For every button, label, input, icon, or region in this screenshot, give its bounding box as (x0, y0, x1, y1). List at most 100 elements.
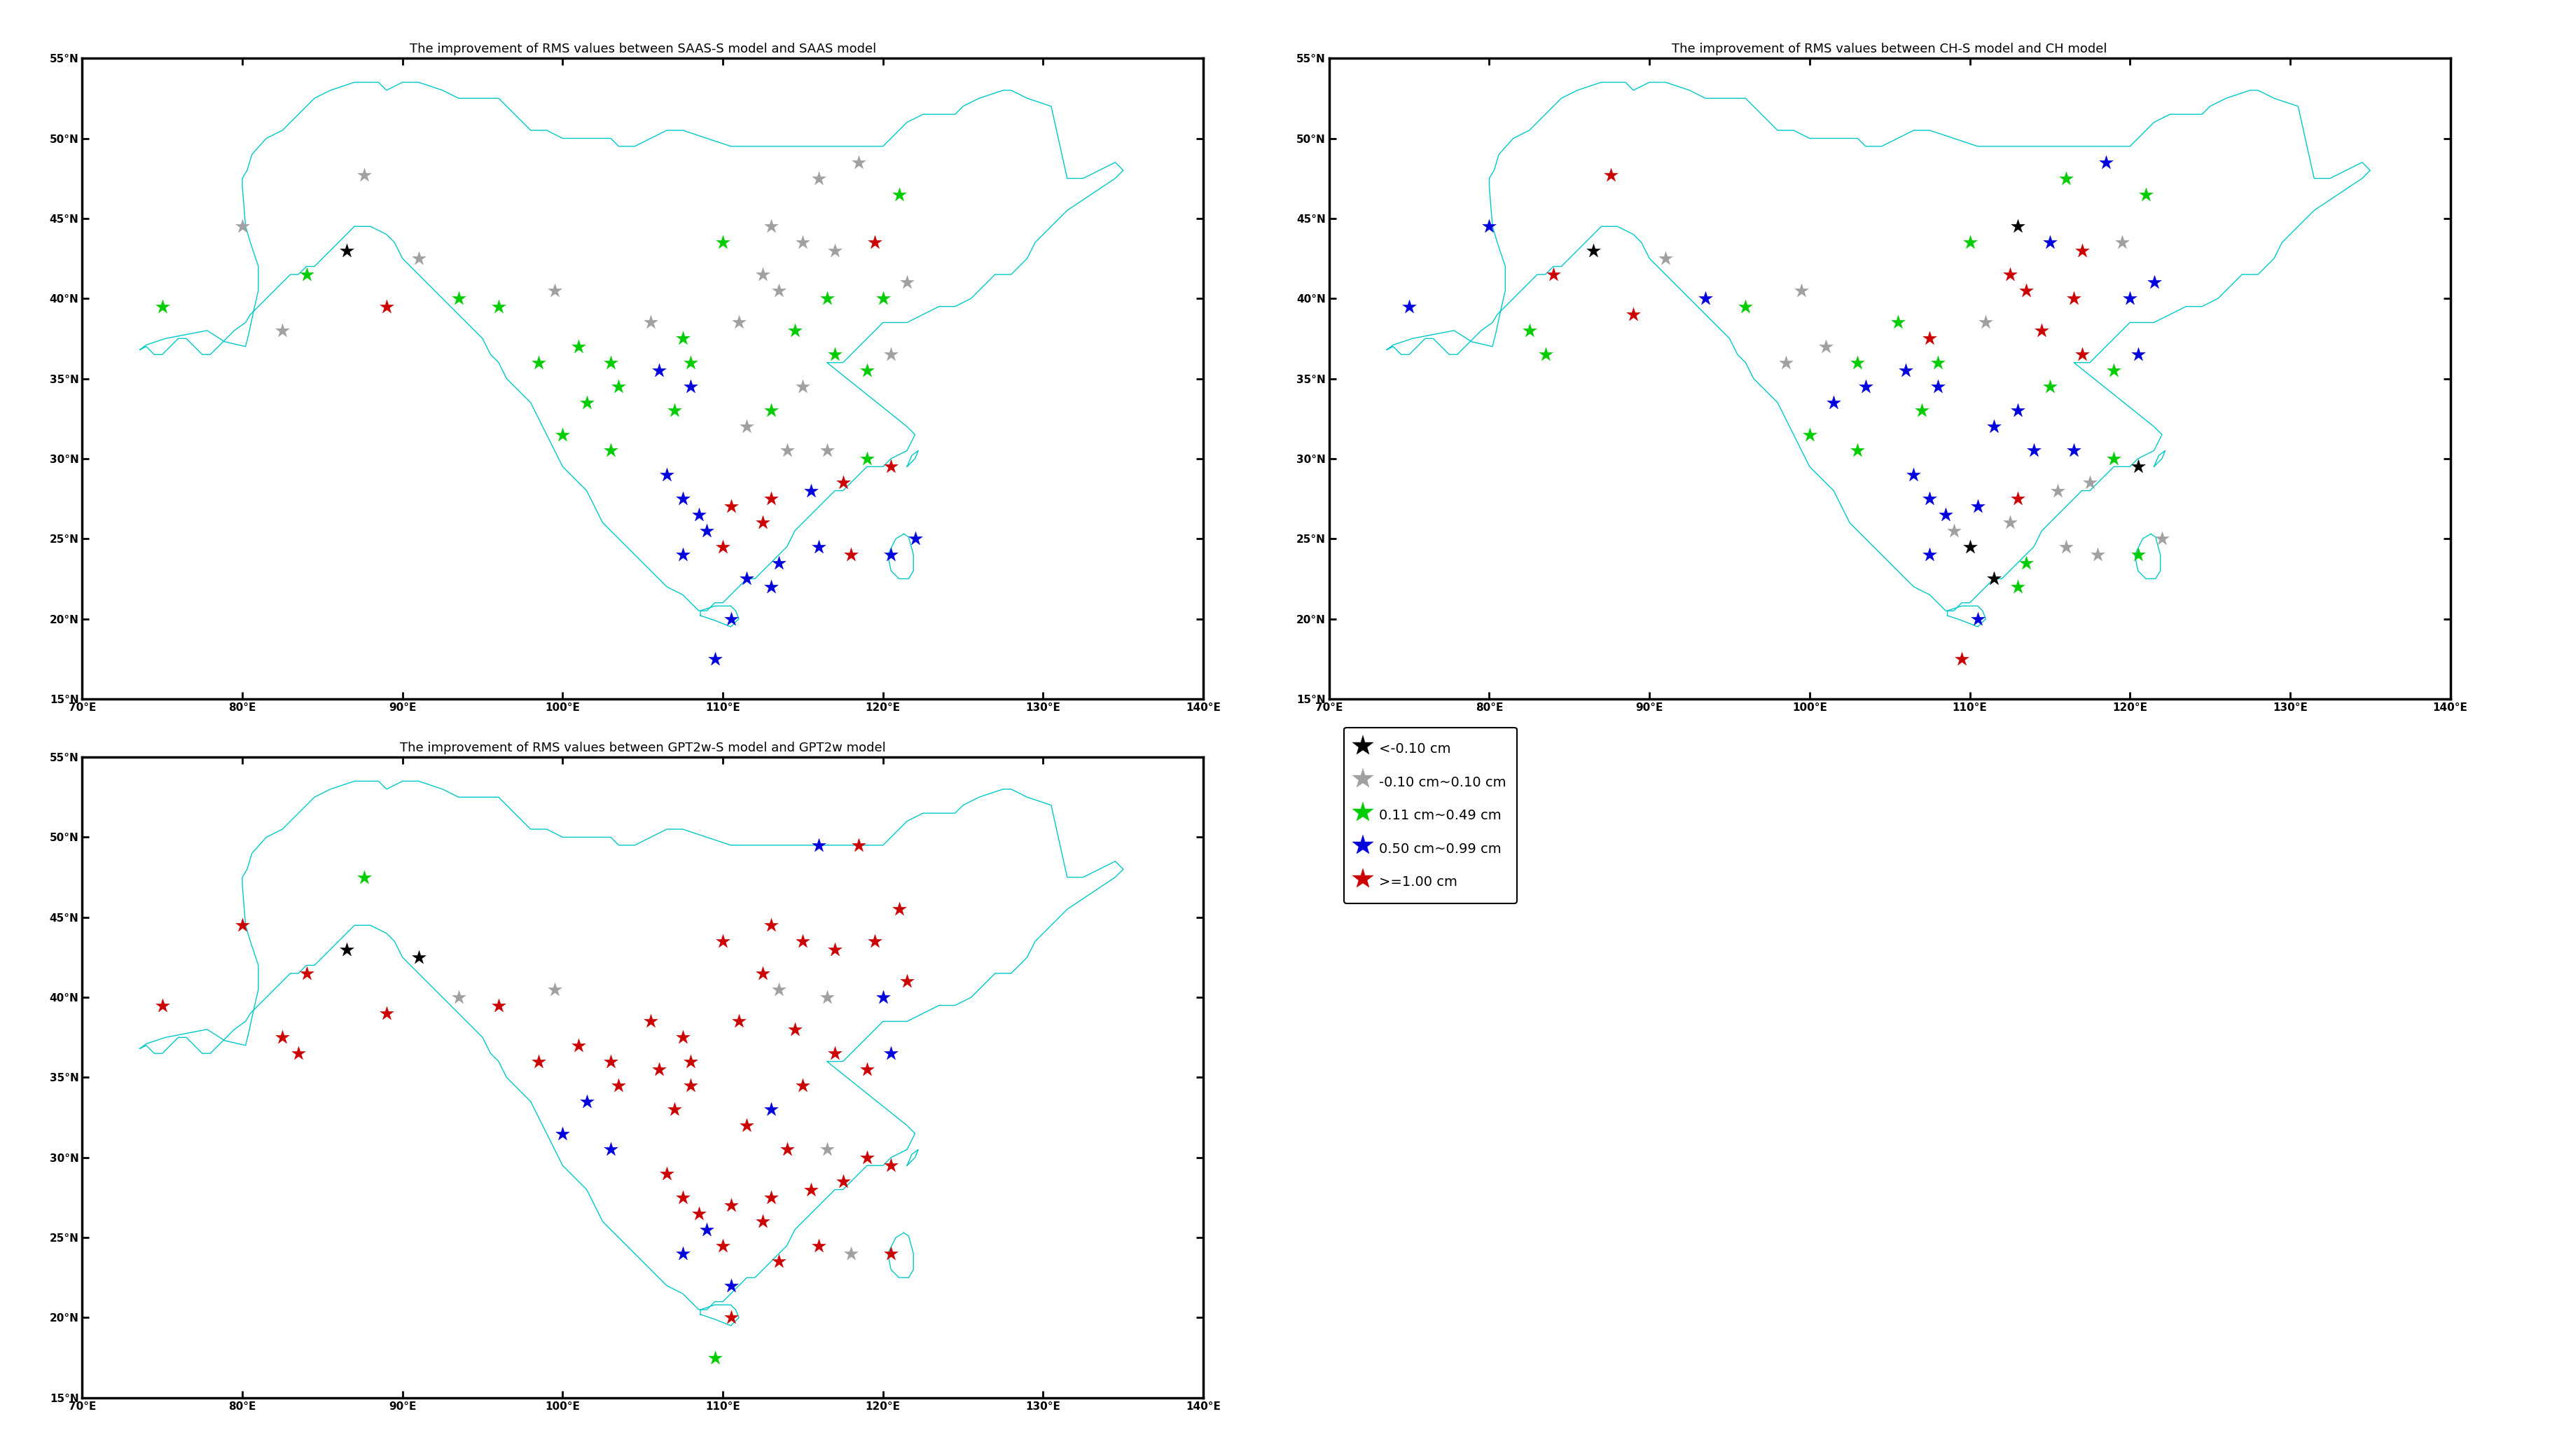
Point (1972, 568, 2013, 591)
Point (2108, 287, 2149, 310)
Point (630, 1010, 671, 1034)
Point (743, 511, 784, 534)
Point (1388, 294, 1429, 319)
Point (663, 1025, 704, 1048)
Point (591, 438, 632, 462)
Point (285, 262, 327, 285)
Point (1998, 215, 2039, 239)
Point (535, 978, 576, 1002)
Point (542, 1121, 584, 1144)
Point (1964, 312, 2005, 335)
Point (838, 833, 879, 856)
Point (663, 543, 704, 566)
Point (1838, 351, 1879, 374)
Point (262, 1025, 303, 1048)
Point (2062, 239, 2103, 262)
Point (766, 1139, 807, 1162)
Point (599, 374, 640, 397)
Point (807, 438, 848, 462)
Point (838, 151, 879, 175)
Point (1468, 215, 1509, 239)
Point (823, 472, 864, 495)
Point (2101, 230, 2142, 253)
Point (566, 1089, 607, 1112)
Point (2077, 543, 2119, 566)
Point (815, 1042, 856, 1066)
Point (1805, 335, 1846, 358)
Point (1766, 351, 1807, 374)
Point (879, 182, 920, 205)
Point (663, 486, 704, 510)
Point (1573, 239, 1615, 262)
Point (751, 399, 792, 422)
Point (1877, 312, 1918, 335)
Point (686, 1217, 728, 1241)
Point (141, 294, 183, 319)
Point (2070, 472, 2111, 495)
Point (645, 463, 686, 486)
Point (1926, 504, 1967, 527)
Point (345, 865, 386, 888)
Point (679, 504, 720, 527)
Point (725, 415, 766, 438)
Point (671, 1050, 712, 1073)
Point (702, 536, 743, 559)
Point (743, 262, 784, 285)
Point (478, 993, 519, 1016)
Point (774, 1018, 815, 1041)
Point (437, 287, 478, 310)
Point (823, 1171, 864, 1194)
Point (1509, 319, 1550, 342)
Point (872, 543, 913, 566)
Point (807, 287, 848, 310)
Point (1990, 511, 2031, 534)
Point (558, 1034, 599, 1057)
Point (221, 914, 262, 938)
Point (846, 447, 887, 470)
Point (1885, 360, 1926, 383)
Point (782, 1075, 823, 1098)
Point (774, 319, 815, 342)
Point (830, 1242, 872, 1265)
Point (566, 390, 607, 414)
Point (2126, 182, 2167, 205)
Point (1990, 262, 2031, 285)
Point (663, 1242, 704, 1265)
Point (789, 1178, 830, 1201)
Point (717, 1010, 758, 1034)
Title: The improvement of RMS values between SAAS-S model and SAAS model: The improvement of RMS values between SA… (409, 42, 877, 55)
Point (815, 938, 856, 961)
Legend: <-0.10 cm, -0.10 cm~0.10 cm, 0.11 cm~0.49 cm, 0.50 cm~0.99 cm, >=1.00 cm: <-0.10 cm, -0.10 cm~0.10 cm, 0.11 cm~0.4… (1345, 728, 1517, 903)
Point (830, 543, 872, 566)
Point (2047, 536, 2088, 559)
Point (327, 239, 368, 262)
Point (663, 328, 704, 351)
Point (285, 961, 327, 984)
Point (1782, 280, 1823, 303)
Point (2054, 438, 2095, 462)
Point (437, 986, 478, 1009)
Point (807, 986, 848, 1009)
Point (710, 495, 751, 518)
Point (751, 575, 792, 598)
Point (630, 312, 671, 335)
Point (2029, 374, 2070, 397)
Point (519, 351, 560, 374)
Point (679, 1203, 720, 1226)
Point (887, 970, 928, 993)
Point (879, 897, 920, 920)
Point (365, 1002, 406, 1025)
Point (2005, 280, 2047, 303)
Point (782, 230, 823, 253)
Point (1910, 543, 1951, 566)
Point (535, 280, 576, 303)
Point (702, 1235, 743, 1258)
Point (2021, 319, 2062, 342)
Point (645, 1162, 686, 1185)
Point (2036, 479, 2077, 502)
Point (1949, 230, 1990, 253)
Point (278, 1042, 319, 1066)
Point (671, 1075, 712, 1098)
Point (1941, 646, 1982, 670)
Point (800, 833, 841, 856)
